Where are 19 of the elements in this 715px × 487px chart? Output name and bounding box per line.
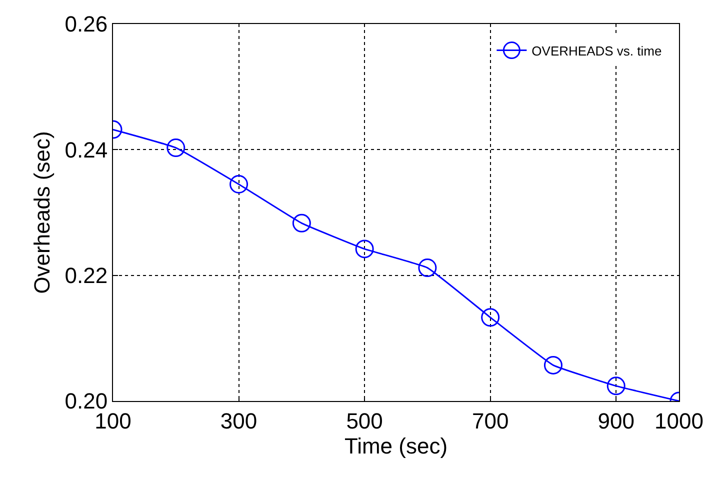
x-tick-label: 300 bbox=[220, 408, 258, 434]
point bbox=[355, 240, 374, 258]
y-tick-label: 0.22 bbox=[64, 263, 108, 288]
point bbox=[418, 258, 437, 278]
x-tick-label: 1000 bbox=[654, 408, 704, 434]
y-axis-title: Overheads (sec) bbox=[30, 131, 55, 294]
x-axis-title: Time (sec) bbox=[344, 433, 448, 458]
point bbox=[166, 138, 186, 158]
point bbox=[606, 376, 626, 396]
legend-label: OVERHEADS vs. time bbox=[532, 43, 662, 58]
x-tick-label: 900 bbox=[598, 408, 634, 434]
y-tick-label: 0.26 bbox=[64, 12, 108, 37]
x-tick-label: 700 bbox=[472, 408, 509, 434]
point bbox=[544, 356, 562, 374]
y-tick-label: 0.24 bbox=[64, 137, 108, 162]
point bbox=[292, 214, 311, 232]
point bbox=[230, 174, 248, 194]
point bbox=[481, 308, 500, 327]
x-tick-label: 500 bbox=[346, 408, 383, 434]
